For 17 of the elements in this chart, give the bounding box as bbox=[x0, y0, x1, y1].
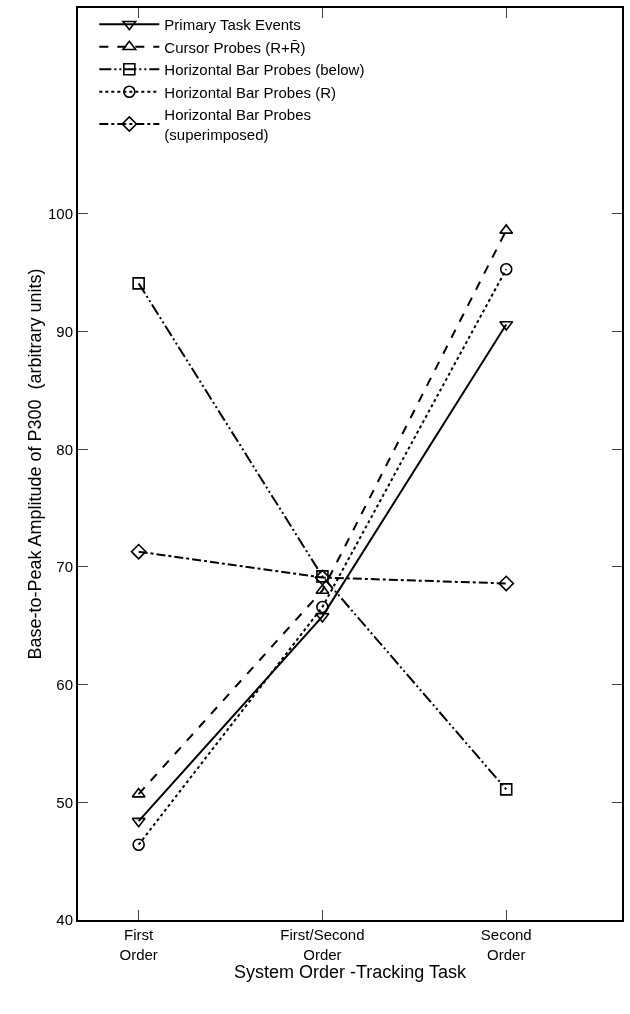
y-tick-label: 70 bbox=[56, 558, 73, 576]
y-axis-title: Base-to-Peak Amplitude of P300 (arbitrary units) bbox=[24, 268, 45, 660]
legend-label: Cursor Probes (R+R̄) bbox=[164, 38, 306, 56]
x-tick-label: Second Order bbox=[480, 926, 532, 963]
y-tick-label: 80 bbox=[56, 440, 73, 458]
legend-label: Horizontal Bar Probes (below) bbox=[164, 61, 365, 79]
y-tick-label: 60 bbox=[56, 675, 73, 693]
y-tick-label: 100 bbox=[47, 205, 73, 223]
y-tick-label: 50 bbox=[56, 793, 73, 811]
legend-label: Horizontal Bar Probes (R) bbox=[164, 83, 337, 101]
x-axis-title: System Order -Tracking Task bbox=[233, 962, 468, 983]
y-tick-label: 40 bbox=[56, 911, 73, 929]
legend-label: Primary Task Events bbox=[164, 16, 301, 34]
x-tick-label: First/Second Order bbox=[280, 926, 365, 963]
y-tick-label: 90 bbox=[56, 322, 73, 340]
legend-label: Horizontal Bar Probes (superimposed) bbox=[164, 106, 312, 143]
x-tick-label: First Order bbox=[119, 926, 158, 963]
